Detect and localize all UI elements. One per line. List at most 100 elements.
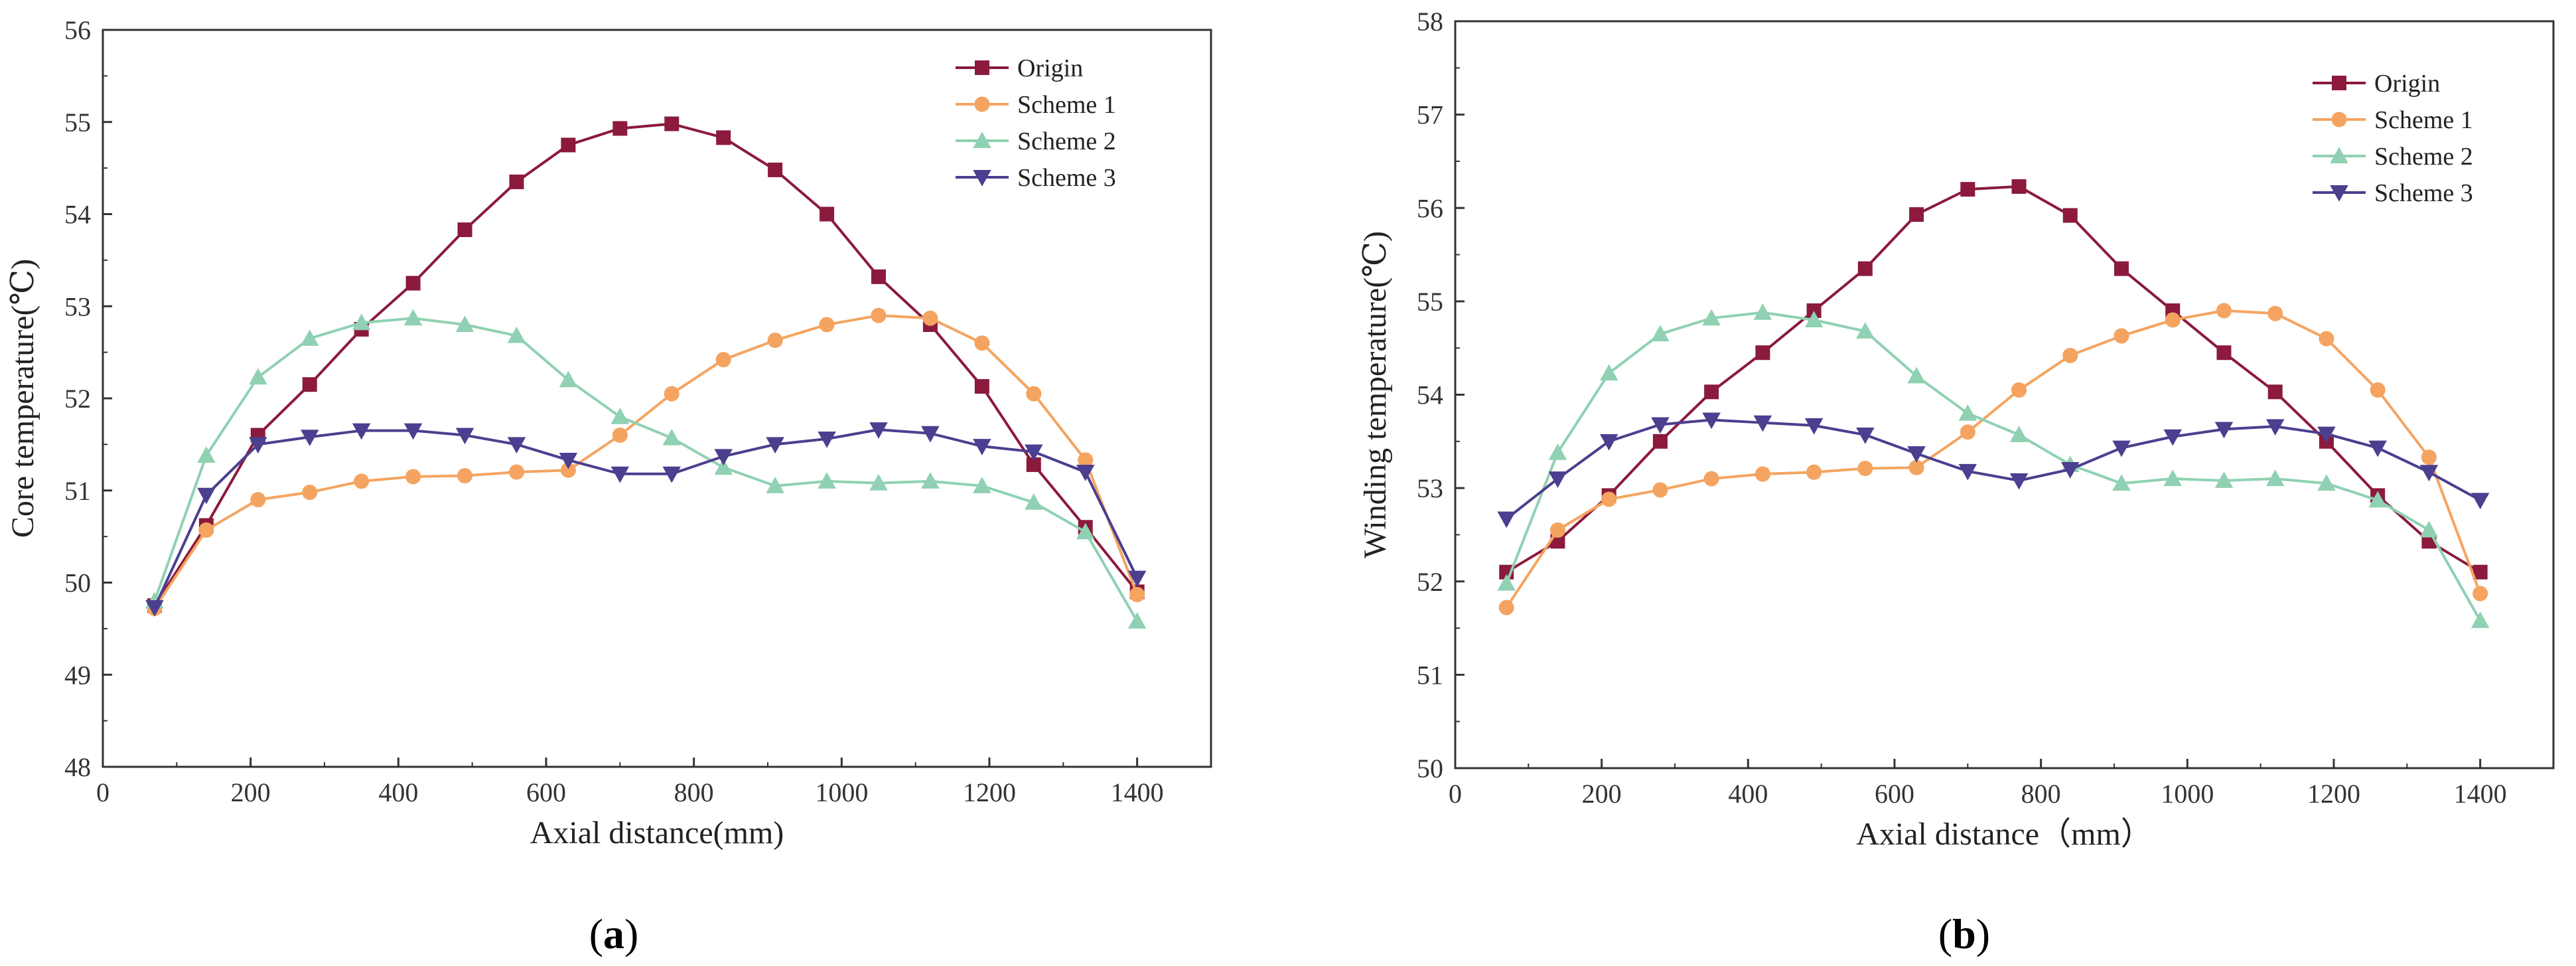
y-tick-label: 54: [1417, 380, 1443, 410]
data-point: [1703, 471, 1719, 487]
data-point: [1857, 461, 1873, 477]
x-tick-label: 1200: [2307, 779, 2360, 809]
data-point: [973, 477, 991, 493]
data-point: [2009, 426, 2029, 442]
data-point: [869, 422, 888, 439]
x-axis-title: Axial distance(mm): [530, 815, 784, 850]
x-tick-label: 600: [526, 777, 566, 807]
data-point: [455, 315, 474, 332]
data-point: [1806, 303, 1822, 318]
data-point: [767, 333, 783, 349]
data-point: [2421, 449, 2437, 465]
series-scheme-2: [1497, 303, 2490, 628]
data-point: [766, 437, 784, 454]
data-point: [1754, 466, 1770, 482]
data-point: [1909, 207, 1924, 222]
y-tick-label: 50: [1417, 754, 1443, 783]
x-tick-label: 1000: [2161, 779, 2214, 809]
y-tick-label: 48: [64, 752, 91, 782]
data-point: [2419, 521, 2439, 538]
legend-label: Scheme 2: [1017, 127, 1116, 155]
legend-label: Scheme 2: [2374, 143, 2473, 171]
data-point: [405, 469, 421, 485]
data-point: [1548, 471, 1567, 488]
data-point: [871, 307, 887, 323]
data-point: [1652, 434, 1668, 449]
legend-label: Scheme 1: [1017, 91, 1116, 119]
legend-label: Origin: [1017, 54, 1083, 82]
y-tick-label: 53: [1417, 473, 1443, 503]
legend-label: Scheme 3: [1017, 164, 1116, 192]
data-point: [1497, 574, 1516, 591]
data-point: [2114, 261, 2129, 276]
series-line: [153, 314, 1139, 609]
x-tick-label: 1200: [963, 777, 1016, 807]
data-point: [457, 222, 472, 238]
data-point: [820, 206, 835, 222]
data-point: [352, 423, 371, 440]
data-point: [2163, 469, 2182, 487]
data-point: [1702, 309, 1721, 326]
data-point: [1078, 452, 1094, 468]
series-line: [153, 317, 1139, 622]
data-point: [2062, 208, 2078, 223]
data-point: [2165, 312, 2181, 328]
series-origin: [147, 116, 1145, 613]
data-point: [664, 386, 680, 402]
data-point: [612, 121, 628, 136]
data-point: [1026, 386, 1042, 402]
data-point: [1960, 182, 1975, 197]
data-point: [559, 452, 578, 469]
data-point: [1127, 570, 1147, 588]
data-point: [1907, 366, 1926, 384]
data-point: [249, 368, 267, 385]
x-tick-label: 400: [1728, 779, 1768, 809]
legend-marker: [2330, 147, 2348, 163]
data-point: [1907, 446, 1926, 463]
data-point: [1498, 600, 1514, 615]
data-point: [662, 466, 681, 483]
data-point: [1548, 443, 1567, 460]
data-point: [2368, 440, 2387, 457]
data-point: [302, 377, 317, 392]
series-line: [1505, 309, 2482, 609]
x-tick-label: 200: [1582, 779, 1622, 809]
data-point: [921, 472, 940, 489]
y-tick-label: 58: [1417, 7, 1443, 37]
chart-panel-a: 0 200 400 600 800 1000 1200 1400 48 49 50 51 52 53 54 5…: [5, 15, 1212, 957]
data-point: [198, 522, 214, 538]
x-tick-label: 1400: [2454, 779, 2507, 809]
data-point: [352, 313, 371, 331]
series-scheme-3: [145, 422, 1147, 617]
data-point: [2113, 328, 2129, 344]
data-point: [2472, 586, 2488, 602]
legend-marker: [2331, 112, 2347, 127]
data-point: [818, 472, 836, 489]
data-point: [249, 437, 267, 454]
data-point: [561, 137, 576, 153]
series-line: [1506, 185, 2481, 574]
legend-marker: [973, 170, 991, 187]
data-point: [715, 352, 731, 368]
data-point: [1856, 322, 1875, 339]
y-tick-label: 50: [64, 568, 91, 598]
x-tick-label: 200: [231, 777, 271, 807]
data-point: [1804, 418, 1824, 435]
series-line: [153, 428, 1139, 608]
data-point: [664, 116, 680, 131]
series-line: [1505, 311, 2482, 621]
data-point: [2470, 493, 2490, 510]
x-tick-label: 800: [674, 777, 714, 807]
series-scheme-2: [145, 309, 1147, 629]
x-tick-label: 400: [378, 777, 418, 807]
data-point: [1026, 457, 1041, 472]
legend-marker: [975, 60, 989, 75]
data-point: [922, 310, 938, 326]
data-point: [403, 309, 423, 326]
panel-label: (b): [1938, 910, 1990, 957]
data-point: [300, 430, 319, 447]
data-point: [1958, 463, 1977, 481]
data-point: [1127, 612, 1147, 629]
data-point: [1857, 261, 1873, 276]
data-point: [2061, 462, 2080, 479]
